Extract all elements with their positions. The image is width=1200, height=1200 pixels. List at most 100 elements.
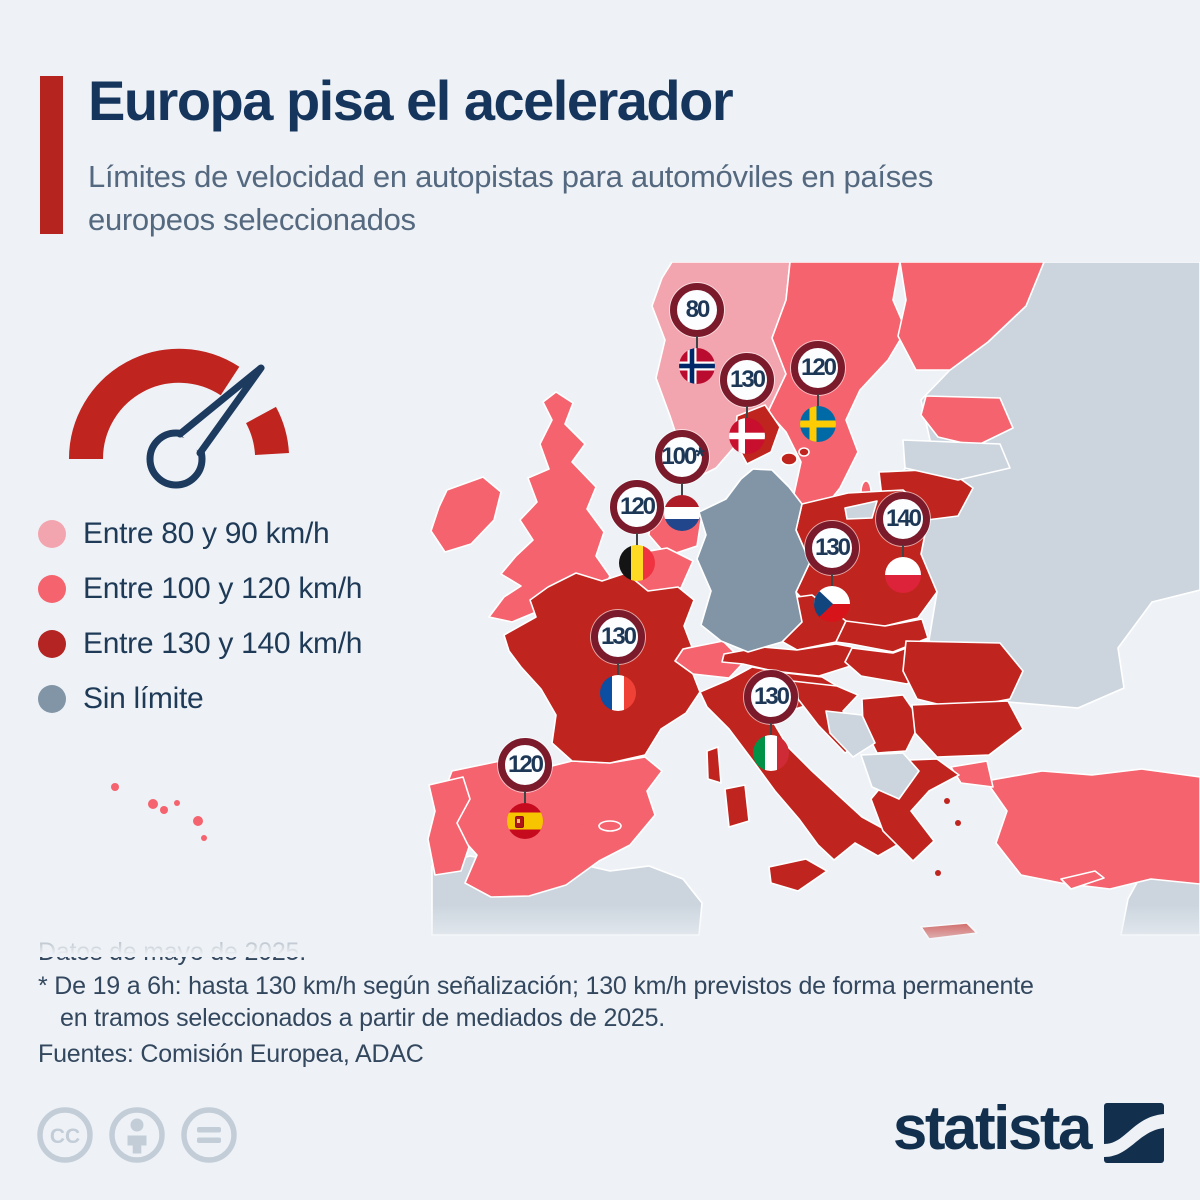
speed-badge-italy: 130 bbox=[744, 670, 798, 771]
region-turkish-thrace bbox=[950, 760, 994, 788]
speed-sign: 100* bbox=[655, 430, 709, 484]
statista-wordmark: statista bbox=[892, 1094, 1093, 1163]
island-atlantic bbox=[193, 816, 203, 826]
speed-sign: 130 bbox=[720, 353, 774, 407]
badge-connector bbox=[769, 723, 773, 736]
country-germany bbox=[696, 468, 811, 653]
flag-poland-icon bbox=[885, 557, 921, 593]
island-atlantic bbox=[174, 800, 180, 806]
flag-france-icon bbox=[600, 675, 636, 711]
badge-connector bbox=[680, 483, 684, 496]
legend-item: Sin límite bbox=[38, 671, 362, 726]
speed-value: 130 bbox=[814, 534, 851, 561]
island-atlantic bbox=[201, 835, 207, 841]
country-russia-east bbox=[896, 262, 1200, 709]
speed-sign: 120 bbox=[498, 738, 552, 792]
legend-swatch-darkred bbox=[38, 629, 66, 658]
speed-value: 120 bbox=[507, 751, 544, 778]
svg-text:CC: CC bbox=[50, 1125, 80, 1148]
country-bulgaria bbox=[911, 700, 1024, 758]
country-turkey bbox=[985, 768, 1200, 890]
flag-denmark-icon bbox=[729, 418, 765, 454]
speed-sign: 140 bbox=[876, 492, 930, 546]
speed-value: 130 bbox=[729, 366, 766, 393]
island-corsica bbox=[706, 746, 722, 784]
speed-value: 80 bbox=[685, 296, 711, 323]
badge-connector bbox=[816, 394, 820, 407]
legend-label: Entre 80 y 90 km/h bbox=[83, 516, 330, 550]
flag-norway-icon bbox=[679, 348, 715, 384]
speedometer-icon bbox=[68, 348, 289, 489]
country-ireland bbox=[430, 476, 502, 553]
island-aegean bbox=[935, 870, 941, 876]
legend: Entre 80 y 90 km/h Entre 100 y 120 km/h … bbox=[38, 506, 362, 726]
speed-badge-czechia: 130 bbox=[805, 521, 859, 622]
badge-connector bbox=[616, 663, 620, 676]
island-atlantic bbox=[160, 806, 168, 814]
country-italy bbox=[699, 666, 898, 861]
cc-icon: CC bbox=[37, 1107, 93, 1163]
country-bosnia bbox=[825, 710, 876, 758]
speed-value: 140 bbox=[885, 505, 922, 532]
asterisk-note-line1: * De 19 a 6h: hasta 130 km/h según señal… bbox=[38, 972, 1034, 1000]
badge-connector bbox=[745, 406, 749, 419]
country-latvia bbox=[902, 439, 1011, 481]
country-finland bbox=[897, 262, 1045, 371]
speed-value: 120 bbox=[800, 354, 837, 381]
speed-sign: 80 bbox=[670, 283, 724, 337]
speed-sign: 130 bbox=[805, 521, 859, 575]
speed-badge-sweden: 120 bbox=[791, 341, 845, 442]
speed-badge-belgium: 120 bbox=[610, 480, 664, 581]
page-title: Europa pisa el acelerador bbox=[88, 69, 734, 132]
legend-swatch-pink bbox=[38, 519, 66, 548]
flag-italy-icon bbox=[753, 735, 789, 771]
island-zealand bbox=[780, 452, 798, 466]
badge-connector bbox=[695, 336, 699, 349]
sources-note: Fuentes: Comisión Europea, ADAC bbox=[38, 1040, 424, 1068]
country-romania bbox=[902, 640, 1024, 710]
flag-sweden-icon bbox=[800, 406, 836, 442]
legend-label: Entre 130 y 140 km/h bbox=[83, 626, 363, 660]
speed-value: 120 bbox=[619, 493, 656, 520]
speed-value: 130 bbox=[600, 623, 637, 650]
badge-connector bbox=[635, 533, 639, 546]
country-portugal bbox=[427, 776, 471, 876]
speed-badge-spain: 120 bbox=[498, 738, 552, 839]
legend-item: Entre 100 y 120 km/h bbox=[38, 561, 362, 616]
island-aegean bbox=[955, 820, 961, 826]
license-icons: CC bbox=[36, 1106, 238, 1164]
attribution-person-icon bbox=[109, 1107, 165, 1163]
equals-icon bbox=[181, 1107, 237, 1163]
legend-item: Entre 80 y 90 km/h bbox=[38, 506, 362, 561]
island-aegean bbox=[944, 798, 950, 804]
speed-sign: 120 bbox=[791, 341, 845, 395]
flag-czechia-icon bbox=[814, 586, 850, 622]
legend-swatch-salmon bbox=[38, 574, 66, 603]
speed-badge-poland: 140 bbox=[876, 492, 930, 593]
legend-label: Entre 100 y 120 km/h bbox=[83, 571, 363, 605]
island-ibiza bbox=[580, 817, 588, 825]
page-subtitle: Límites de velocidad en autopistas para … bbox=[88, 159, 934, 237]
map-bottom-fade bbox=[0, 905, 1200, 957]
badge-connector bbox=[830, 574, 834, 587]
spain-crest bbox=[515, 816, 524, 828]
speed-sign: 130 bbox=[591, 610, 645, 664]
speed-value: 130 bbox=[753, 683, 790, 710]
island-atlantic bbox=[111, 783, 119, 791]
badge-connector bbox=[523, 791, 527, 804]
island-atlantic bbox=[148, 799, 158, 809]
legend-item: Entre 130 y 140 km/h bbox=[38, 616, 362, 671]
badge-connector bbox=[901, 545, 905, 558]
island-sicily bbox=[768, 858, 828, 892]
speed-badge-denmark: 130 bbox=[720, 353, 774, 454]
statista-logo-icon bbox=[1104, 1103, 1164, 1163]
speed-badge-norway: 80 bbox=[670, 283, 724, 384]
flag-spain-icon bbox=[507, 803, 543, 839]
region-albania-macedonia bbox=[860, 752, 920, 800]
country-united-kingdom bbox=[488, 391, 611, 623]
flag-netherlands-icon bbox=[664, 495, 700, 531]
island-funen bbox=[798, 447, 810, 457]
speed-badge-france: 130 bbox=[591, 610, 645, 711]
speed-badge-netherlands: 100* bbox=[655, 430, 709, 531]
